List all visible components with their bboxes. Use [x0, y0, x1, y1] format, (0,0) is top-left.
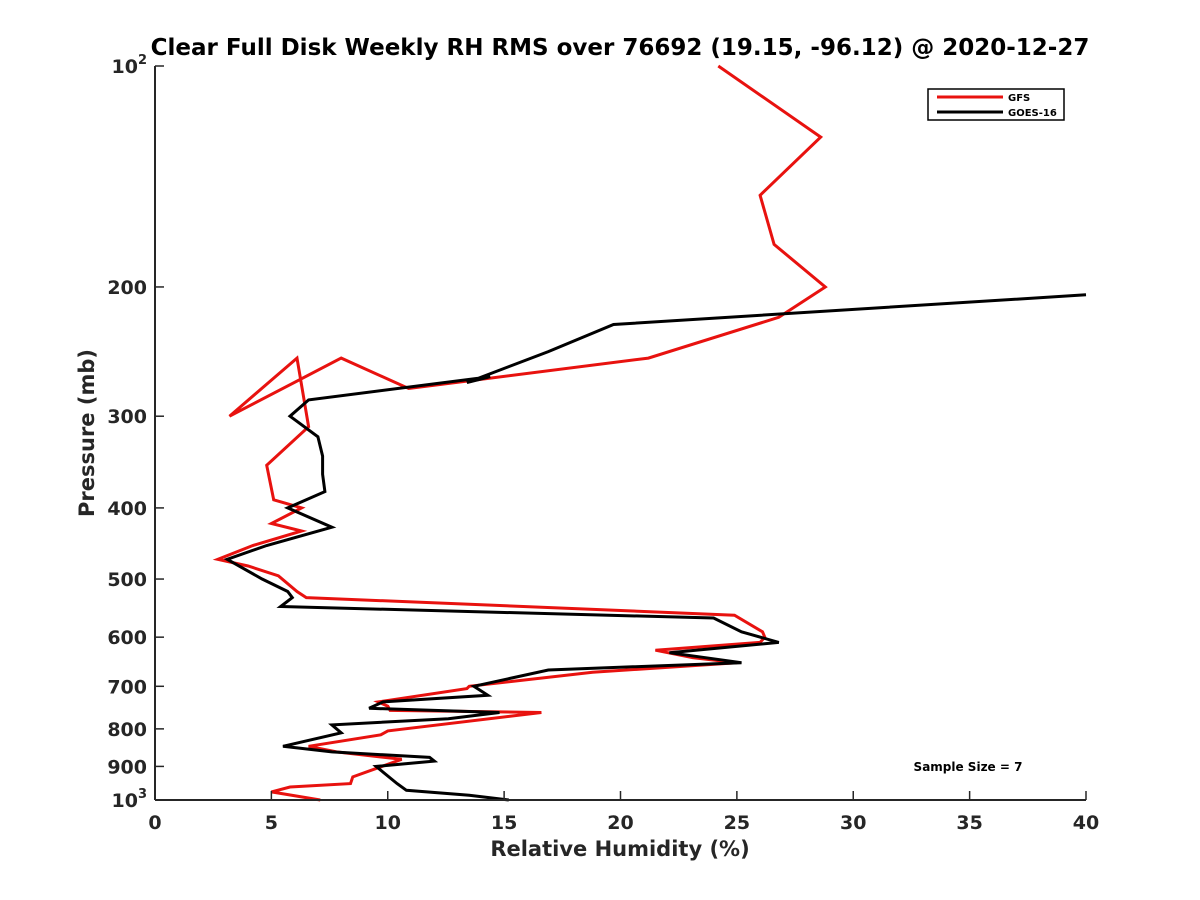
x-axis-label: Relative Humidity (%)	[490, 837, 749, 861]
x-tick-label: 15	[491, 812, 517, 834]
x-tick-label: 10	[375, 812, 401, 834]
x-tick-label: 5	[265, 812, 278, 834]
y-tick-label: 103	[112, 787, 148, 812]
chart-title: Clear Full Disk Weekly RH RMS over 76692…	[151, 35, 1090, 61]
x-ticks: 0 5 10 15 20 25 30 35 40	[148, 791, 1099, 834]
series-layer	[212, 64, 1087, 802]
y-tick-label: 800	[107, 719, 147, 741]
y-tick-label: 200	[107, 277, 147, 299]
x-tick-label: 25	[724, 812, 750, 834]
x-tick-label: 30	[840, 812, 866, 834]
sample-size-annotation: Sample Size = 7	[914, 760, 1023, 774]
x-tick-label: 35	[956, 812, 982, 834]
series-line-gfs	[212, 64, 828, 802]
y-tick-label: 102	[112, 53, 148, 78]
legend-label: GOES-16	[1008, 108, 1057, 119]
y-ticks: 102 200 300 400 500 600 700 800 900 103	[107, 53, 164, 812]
y-tick-label: 400	[107, 498, 147, 520]
legend: GFS GOES-16	[927, 88, 1065, 121]
y-tick-label: 600	[107, 627, 147, 649]
legend-label: GFS	[1008, 93, 1030, 104]
x-tick-label: 20	[607, 812, 633, 834]
y-axis-label: Pressure (mb)	[75, 349, 99, 517]
y-tick-label: 900	[107, 756, 147, 778]
legend-box	[927, 88, 1065, 121]
x-tick-label: 0	[148, 812, 161, 834]
y-tick-label: 700	[107, 676, 147, 698]
series-line-goes-16	[223, 293, 1087, 802]
y-tick-label: 300	[107, 406, 147, 428]
x-tick-label: 40	[1073, 812, 1099, 834]
y-tick-label: 500	[107, 569, 147, 591]
